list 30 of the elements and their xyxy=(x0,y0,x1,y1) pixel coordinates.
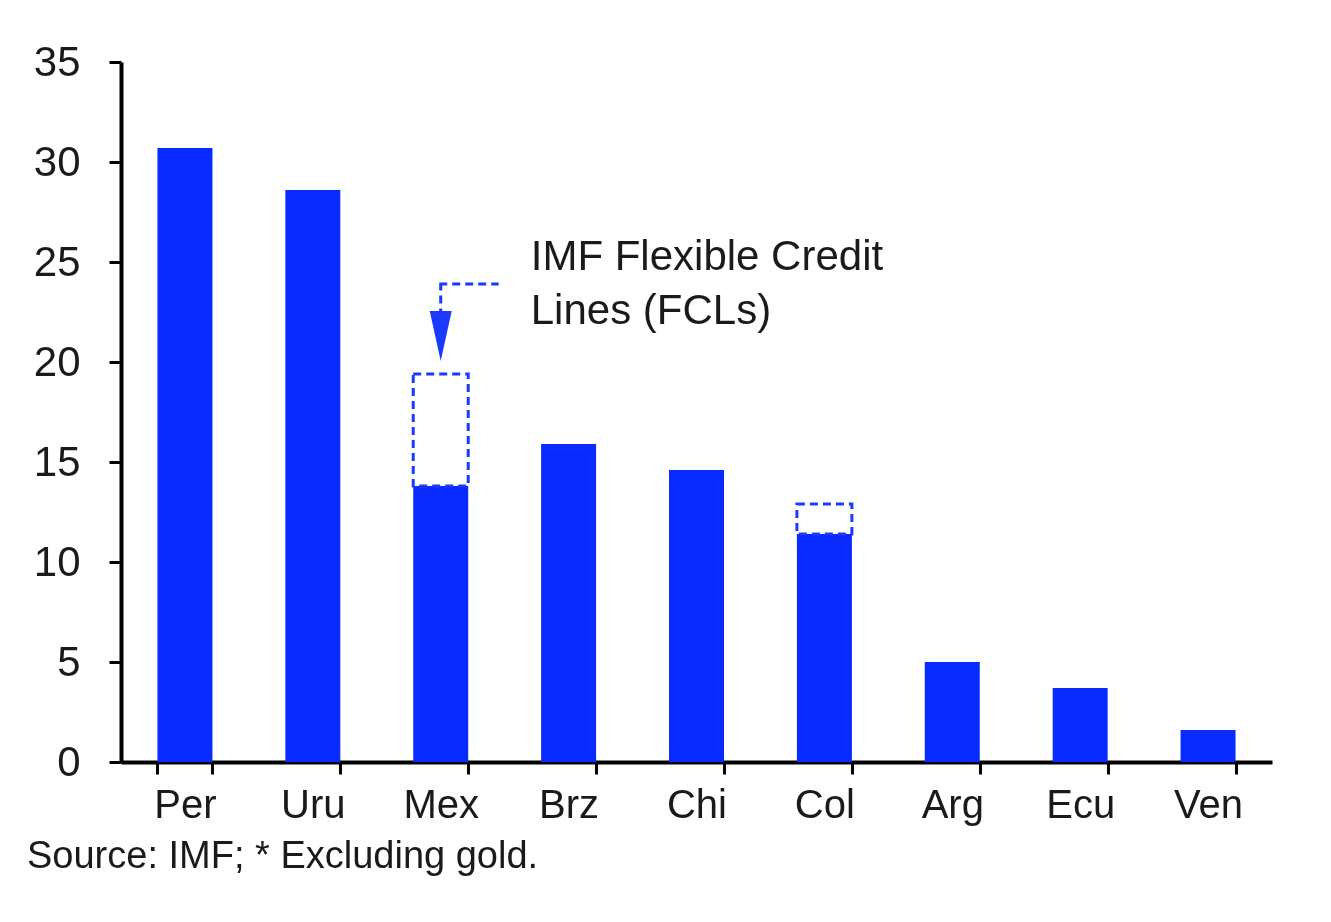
x-tick-label: Arg xyxy=(921,781,984,826)
annotation: IMF Flexible Credit Lines (FCLs) xyxy=(530,232,884,333)
y-tick-label: 15 xyxy=(33,437,81,485)
bar xyxy=(411,372,470,488)
x-tick-label: Chi xyxy=(666,781,728,826)
x-tick-label: Mex xyxy=(403,781,480,826)
bar xyxy=(796,534,852,762)
x-tick-label: Ven xyxy=(1174,781,1244,826)
bar xyxy=(924,662,980,762)
bar xyxy=(1180,730,1236,762)
x-tick-label: Col xyxy=(794,781,855,826)
y-tick-label: 35 xyxy=(33,37,81,85)
x-tick-label: Brz xyxy=(539,781,600,826)
y-tick-label: 10 xyxy=(33,537,81,585)
bar xyxy=(541,444,597,762)
bar xyxy=(669,470,724,762)
bar xyxy=(795,502,854,536)
source-note: Source: IMF; * Excluding gold. xyxy=(27,834,539,876)
y-tick-label: 0 xyxy=(57,737,81,785)
x-tick-label: Ecu xyxy=(1046,781,1116,826)
bar xyxy=(1052,688,1108,762)
x-tick-label: Uru xyxy=(281,781,346,826)
bar xyxy=(413,486,469,762)
y-tick-label: 5 xyxy=(57,637,81,685)
x-tick-label: Per xyxy=(154,781,217,826)
y-tick-label: 30 xyxy=(33,137,81,185)
bar xyxy=(285,190,341,762)
y-tick-label: 20 xyxy=(33,337,81,385)
bar xyxy=(157,148,213,762)
y-tick-label: 25 xyxy=(33,237,81,285)
